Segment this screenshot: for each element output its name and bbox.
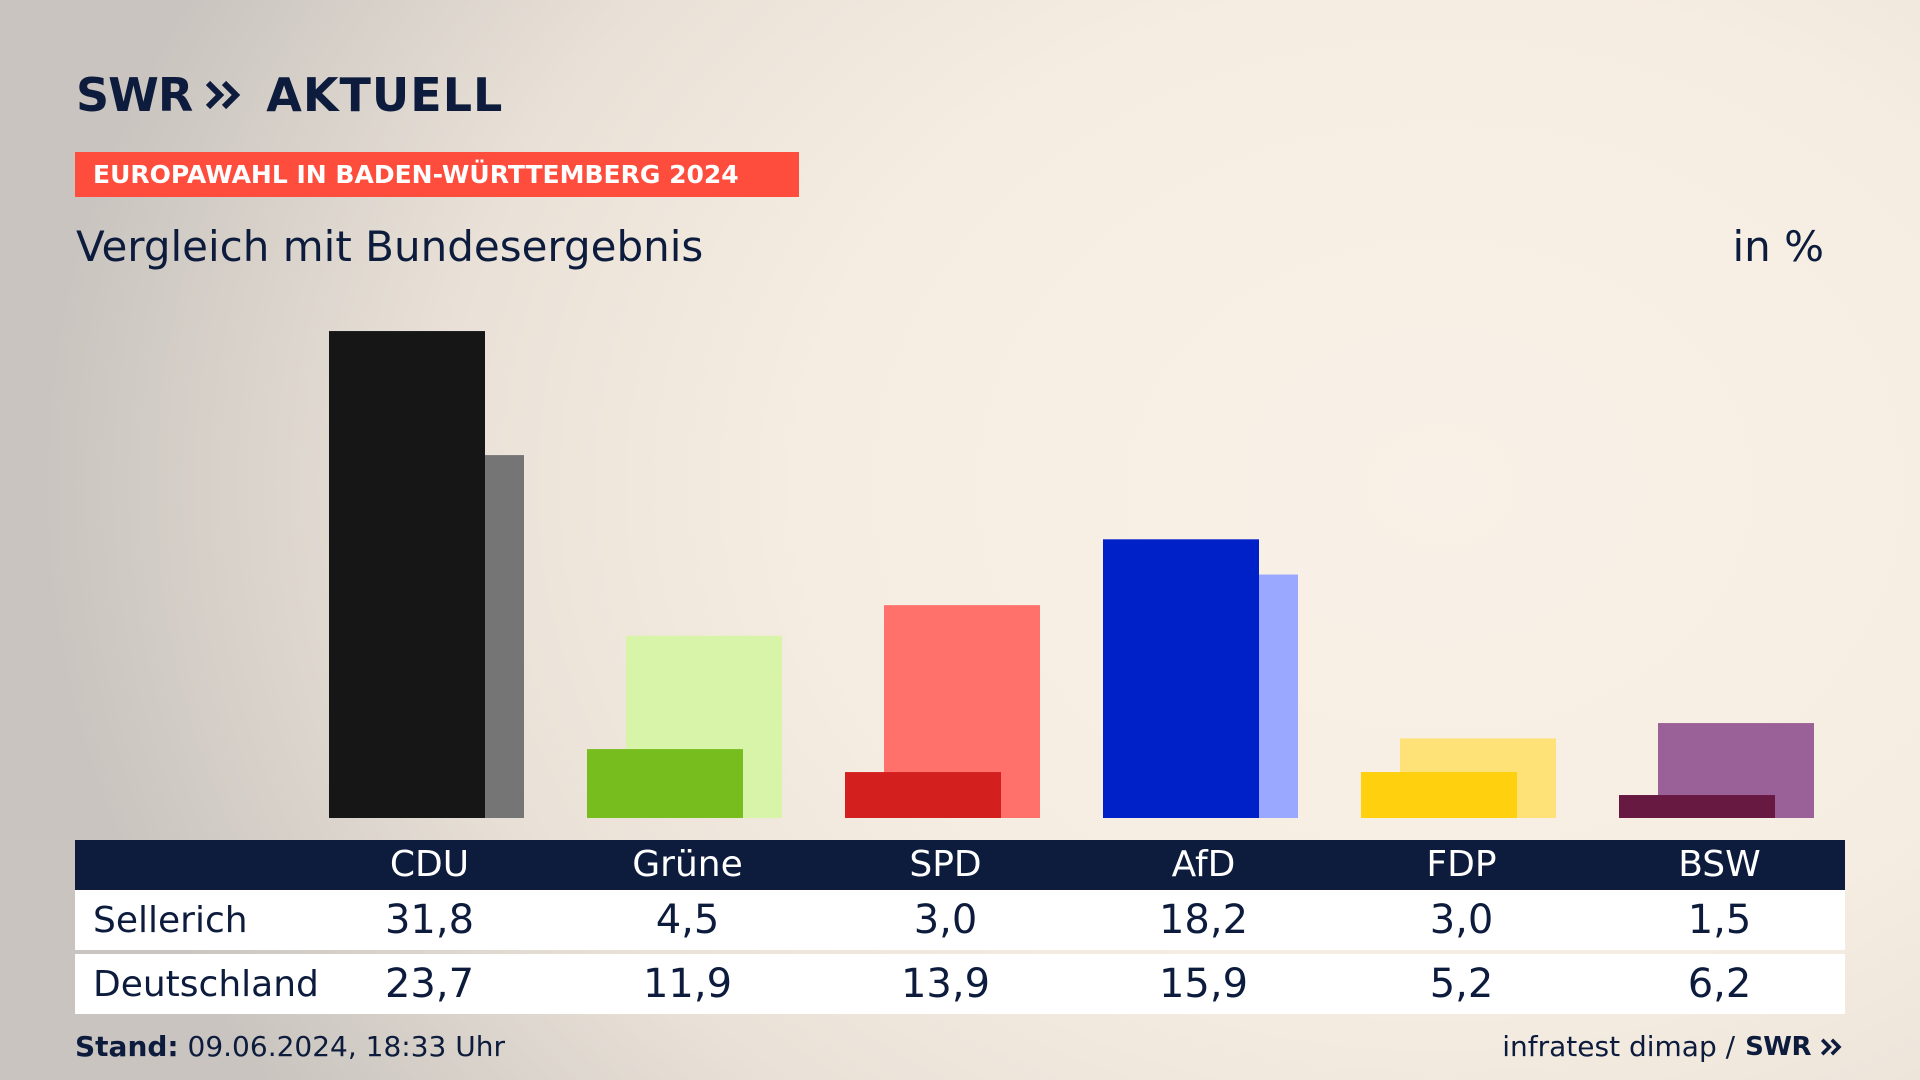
logo-product: AKTUELL xyxy=(266,68,504,122)
source-brand: SWR xyxy=(1745,1031,1811,1062)
table-row-deutschland: Deutschland 23,7 11,9 13,9 15,9 5,2 6,2 xyxy=(75,954,1845,1014)
value-deutschland-afd: 15,9 xyxy=(1158,961,1249,1007)
swr-aktuell-logo: SWR AKTUELL xyxy=(76,68,503,122)
value-sellerich-afd: 18,2 xyxy=(1158,897,1249,943)
value-sellerich-spd: 3,0 xyxy=(913,897,978,943)
value-deutschland-grüne: 11,9 xyxy=(642,961,733,1007)
election-banner: EUROPAWAHL IN BADEN-WÜRTTEMBERG 2024 xyxy=(75,152,799,197)
bar-sellerich-fdp xyxy=(1361,772,1517,818)
column-header-bsw: BSW xyxy=(1678,844,1761,885)
source-text: infratest dimap / xyxy=(1502,1030,1736,1063)
value-sellerich-bsw: 1,5 xyxy=(1687,897,1752,943)
table-row-sellerich: Sellerich 31,8 4,5 3,0 18,2 3,0 1,5 xyxy=(75,890,1845,950)
table-header-empty xyxy=(75,840,325,890)
stand-value: 09.06.2024, 18:33 Uhr xyxy=(187,1030,505,1063)
value-sellerich-cdu: 31,8 xyxy=(384,897,475,943)
column-header-fdp: FDP xyxy=(1426,844,1497,885)
results-table: CDU Grüne SPD AfD FDP BSW Sellerich 31,8 4,5 3,… xyxy=(75,840,1845,1014)
stand-label: Stand: xyxy=(75,1030,179,1063)
bar-chart xyxy=(329,331,1814,818)
logo-brand: SWR xyxy=(76,68,193,122)
value-deutschland-fdp: 5,2 xyxy=(1429,961,1494,1007)
column-header-afd: AfD xyxy=(1171,844,1236,885)
timestamp: Stand: 09.06.2024, 18:33 Uhr xyxy=(75,1030,505,1063)
row-label-sellerich: Sellerich xyxy=(93,899,248,941)
row-label-deutschland: Deutschland xyxy=(93,963,319,1005)
value-deutschland-bsw: 6,2 xyxy=(1687,961,1752,1007)
table-header-row: CDU Grüne SPD AfD FDP BSW xyxy=(75,840,1845,890)
chart-subtitle: Vergleich mit Bundesergebnis xyxy=(76,222,704,271)
unit-label: in % xyxy=(1732,222,1824,271)
column-header-cdu: CDU xyxy=(389,844,470,885)
bar-sellerich-spd xyxy=(845,772,1001,818)
source-credit: infratest dimap / SWR xyxy=(1502,1030,1845,1063)
column-header-grüne: Grüne xyxy=(632,844,743,885)
bar-sellerich-cdu xyxy=(329,331,485,818)
bar-sellerich-afd xyxy=(1103,539,1259,818)
value-deutschland-spd: 13,9 xyxy=(900,961,991,1007)
column-header-spd: SPD xyxy=(909,844,982,885)
double-chevron-icon-small xyxy=(1821,1038,1842,1055)
bar-sellerich-grüne xyxy=(587,749,743,818)
value-sellerich-grüne: 4,5 xyxy=(655,897,720,943)
value-sellerich-fdp: 3,0 xyxy=(1429,897,1494,943)
value-deutschland-cdu: 23,7 xyxy=(384,961,475,1007)
bar-sellerich-bsw xyxy=(1619,795,1775,818)
double-chevron-icon xyxy=(206,80,241,110)
